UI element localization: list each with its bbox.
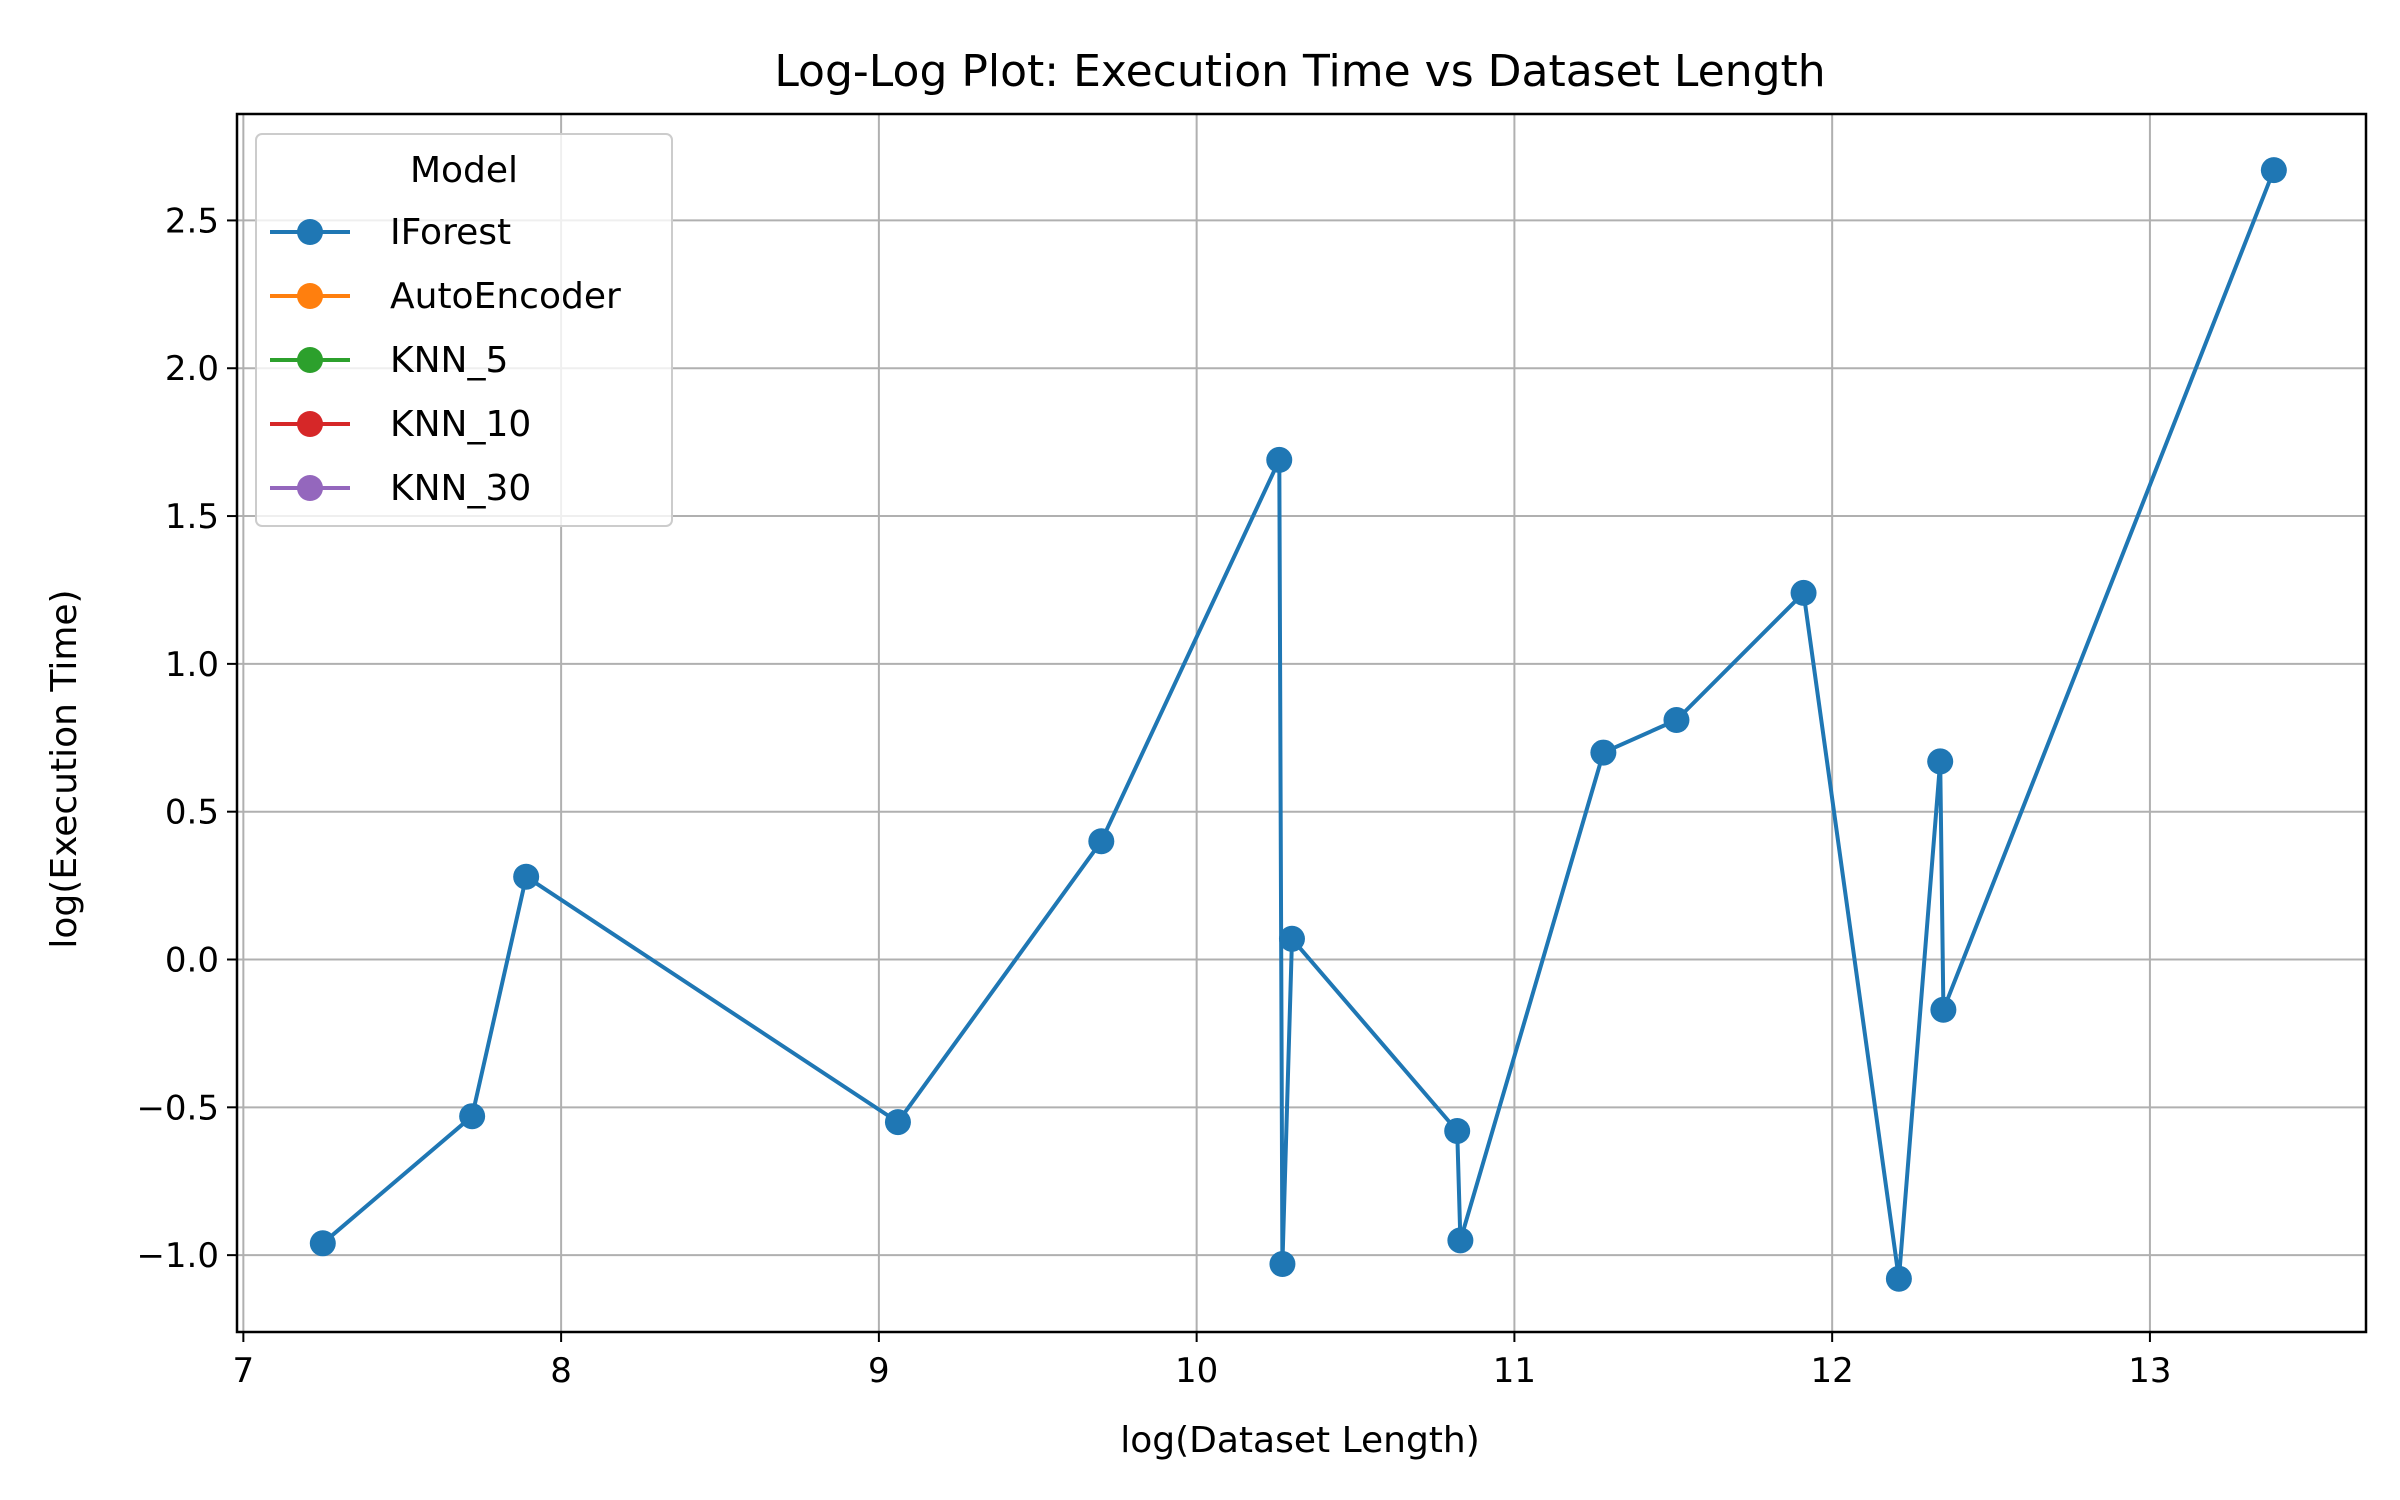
legend: Model IForest AutoEncoder KNN_5 KNN_10 KNN_30 <box>255 133 673 527</box>
x-axis-label: log(Dataset Length) <box>1120 1420 1480 1461</box>
legend-label: AutoEncoder <box>390 276 621 317</box>
data-point <box>1269 1251 1296 1278</box>
legend-marker <box>297 411 323 437</box>
plot-area-frame <box>235 112 2368 1334</box>
data-point <box>1447 1227 1474 1254</box>
data-point <box>459 1103 486 1130</box>
y-tick-label: 1.5 <box>165 497 219 537</box>
data-point <box>1885 1265 1912 1292</box>
data-point <box>1790 579 1817 606</box>
data-point <box>1663 707 1690 734</box>
data-point <box>1278 925 1305 952</box>
legend-marker <box>297 219 323 245</box>
x-tick-label: 11 <box>1493 1351 1536 1391</box>
legend-marker <box>297 347 323 373</box>
grid <box>237 114 2366 1332</box>
legend-box <box>255 133 673 527</box>
data-point <box>1266 446 1293 473</box>
data-point <box>1444 1117 1471 1144</box>
legend-label: KNN_5 <box>390 340 508 381</box>
y-tick-label: 2.5 <box>165 201 219 241</box>
axis-ticks: 7 8 9 10 11 12 13 −1.0 −0.5 0.0 0.5 1.0 1.5 2.0 2.5 <box>136 201 2171 1391</box>
x-tick-label: 13 <box>2128 1351 2171 1391</box>
y-tick-label: 0.0 <box>165 941 219 981</box>
data-point <box>1927 748 1954 775</box>
data-point <box>1590 739 1617 766</box>
legend-title: Model <box>410 150 518 191</box>
data-point <box>2260 157 2287 184</box>
y-tick-label: 0.5 <box>165 793 219 833</box>
data-point <box>1088 828 1115 855</box>
legend-label: KNN_10 <box>390 404 531 445</box>
data-point <box>513 863 540 890</box>
plot-series <box>309 157 2287 1292</box>
data-point <box>309 1230 336 1257</box>
chart-title: Log-Log Plot: Execution Time vs Dataset … <box>774 46 1825 97</box>
legend-marker <box>297 283 323 309</box>
y-tick-label: −0.5 <box>136 1088 219 1128</box>
x-tick-label: 7 <box>233 1351 255 1391</box>
y-tick-label: 1.0 <box>165 645 219 685</box>
data-point <box>884 1109 911 1136</box>
data-point <box>1930 996 1957 1023</box>
legend-label: KNN_30 <box>390 468 531 509</box>
legend-marker <box>297 475 323 501</box>
x-tick-label: 12 <box>1811 1351 1854 1391</box>
y-axis-label: log(Execution Time) <box>44 589 85 948</box>
y-tick-label: −1.0 <box>136 1236 219 1276</box>
x-tick-label: 8 <box>550 1351 572 1391</box>
y-tick-label: 2.0 <box>165 349 219 389</box>
x-tick-label: 10 <box>1175 1351 1218 1391</box>
legend-label: IForest <box>390 212 511 253</box>
x-tick-label: 9 <box>868 1351 890 1391</box>
